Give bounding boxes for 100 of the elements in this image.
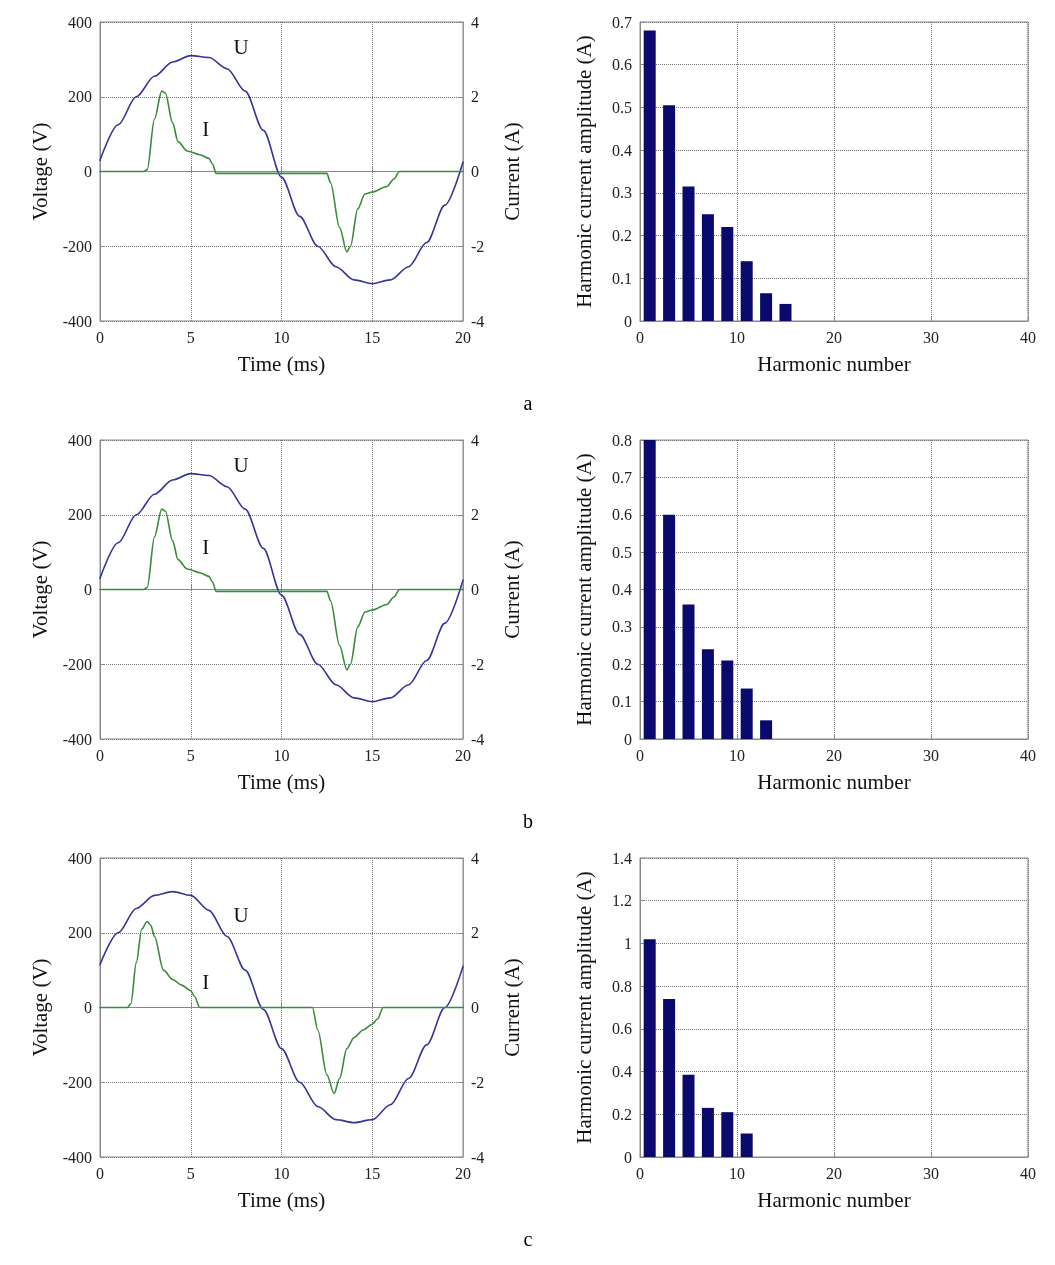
- x-tick-label: 20: [826, 1164, 842, 1182]
- x-tick-label: 5: [186, 1164, 195, 1182]
- x-axis-title: Time (ms): [237, 769, 326, 794]
- y2-tick-label: -2: [471, 237, 485, 255]
- x-tick-label: 15: [364, 328, 381, 346]
- y-tick-label: 0: [84, 581, 92, 598]
- bar: [701, 649, 714, 739]
- y2-tick-label: 4: [471, 849, 479, 867]
- x-tick-label: 20: [826, 328, 842, 346]
- y2-axis-title: Current (A): [499, 540, 524, 639]
- x-tick-label: 0: [96, 328, 104, 346]
- y2-tick-label: 4: [471, 13, 479, 31]
- y-tick-label: 0.5: [612, 543, 632, 561]
- y2-tick-label: 2: [471, 88, 479, 106]
- bar: [721, 1112, 734, 1157]
- x-axis-title: Harmonic number: [757, 351, 911, 376]
- line-series: [99, 472, 464, 703]
- x-tick-label: 40: [1020, 746, 1036, 764]
- y-axis-title: Voltage (V): [27, 958, 52, 1057]
- y-tick-label: 0.6: [612, 506, 632, 524]
- x-tick-label: 30: [923, 746, 939, 764]
- x-tick-label: 10: [273, 746, 290, 764]
- bar: [721, 660, 734, 739]
- y-tick-label: 0: [84, 999, 92, 1016]
- y2-tick-label: -4: [471, 1148, 485, 1166]
- y2-tick-label: 2: [471, 924, 479, 942]
- x-tick-label: 30: [923, 1164, 939, 1182]
- series-label: U: [233, 35, 249, 60]
- y-tick-label: 1.2: [612, 892, 632, 910]
- x-tick-label: 0: [636, 328, 644, 346]
- y2-tick-label: 0: [471, 999, 479, 1016]
- x-tick-label: 10: [273, 328, 290, 346]
- bar: [663, 514, 676, 739]
- bar: [740, 261, 753, 321]
- line-series: [99, 54, 464, 285]
- series-label: I: [202, 117, 210, 142]
- y-tick-label: -200: [62, 237, 92, 255]
- text: c: [523, 1228, 533, 1250]
- text: a: [523, 392, 533, 414]
- x-tick-label: 20: [826, 746, 842, 764]
- bar: [701, 214, 714, 321]
- y-axis-title: Harmonic current amplitude (A): [571, 453, 596, 726]
- bar: [682, 1074, 695, 1157]
- y-tick-label: 0.3: [612, 618, 632, 636]
- bar: [740, 688, 753, 739]
- x-tick-label: 5: [186, 328, 195, 346]
- line-series: [99, 90, 464, 253]
- y2-tick-label: 0: [471, 581, 479, 598]
- series-label: U: [233, 902, 249, 927]
- y-tick-label: 0.7: [612, 468, 632, 486]
- bar: [682, 604, 695, 739]
- y-tick-label: 0: [624, 312, 632, 330]
- bar: [643, 939, 656, 1157]
- y-tick-label: 0.1: [612, 693, 632, 711]
- x-axis-title: Harmonic number: [757, 1187, 911, 1212]
- x-axis-title: Time (ms): [237, 351, 326, 376]
- y2-tick-label: -2: [471, 655, 485, 673]
- bar: [779, 303, 792, 321]
- bar: [701, 1107, 714, 1157]
- y-tick-label: 0.2: [612, 227, 632, 245]
- x-tick-label: 10: [729, 1164, 745, 1182]
- bar: [663, 998, 676, 1157]
- y-tick-label: 0.4: [612, 581, 632, 598]
- y-tick-label: -400: [62, 312, 92, 330]
- y-axis-title: Voltage (V): [27, 122, 52, 221]
- x-tick-label: 10: [273, 1164, 290, 1182]
- y2-tick-label: 4: [471, 431, 479, 449]
- bar: [682, 186, 695, 321]
- y2-tick-label: 2: [471, 506, 479, 524]
- x-tick-label: 10: [729, 328, 745, 346]
- y-tick-label: 1.4: [612, 849, 632, 867]
- y-tick-label: 400: [68, 13, 92, 31]
- x-tick-label: 5: [186, 746, 195, 764]
- y-tick-label: 0.4: [612, 141, 632, 159]
- y2-axis-title: Current (A): [499, 958, 524, 1057]
- y-tick-label: -400: [62, 730, 92, 748]
- y-tick-label: -200: [62, 1073, 92, 1091]
- line-series: [99, 890, 464, 1124]
- bar: [740, 1133, 753, 1157]
- y-tick-label: 0.1: [612, 269, 632, 287]
- x-tick-label: 40: [1020, 328, 1036, 346]
- y-tick-label: -200: [62, 655, 92, 673]
- y2-tick-label: 0: [471, 163, 479, 180]
- y-tick-label: 0: [84, 163, 92, 180]
- x-tick-label: 0: [96, 746, 104, 764]
- y-tick-label: 0.7: [612, 13, 632, 31]
- y2-tick-label: -4: [471, 312, 485, 330]
- y-tick-label: 200: [68, 506, 92, 524]
- x-tick-label: 30: [923, 328, 939, 346]
- y-axis-title: Harmonic current amplitude (A): [571, 871, 596, 1144]
- series-label: U: [233, 453, 249, 478]
- x-axis-title: Time (ms): [237, 1187, 326, 1212]
- y-tick-label: 0: [624, 730, 632, 748]
- x-tick-label: 40: [1020, 1164, 1036, 1182]
- y-tick-label: 400: [68, 849, 92, 867]
- y2-axis-title: Current (A): [499, 122, 524, 221]
- y-tick-label: -400: [62, 1148, 92, 1166]
- x-tick-label: 20: [455, 328, 471, 346]
- y-tick-label: 200: [68, 88, 92, 106]
- x-axis-title: Harmonic number: [757, 769, 911, 794]
